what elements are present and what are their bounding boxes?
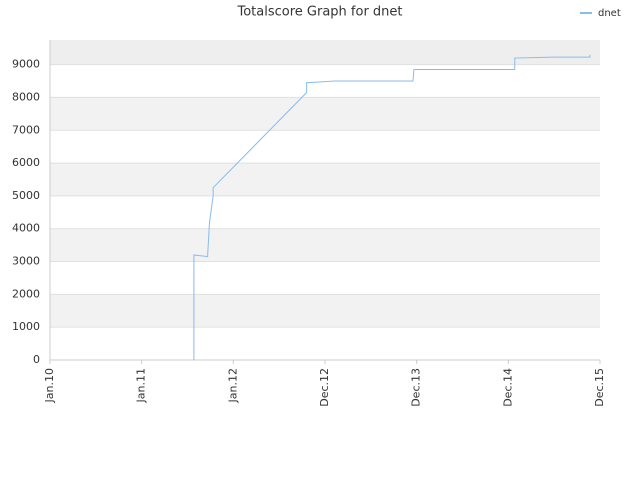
chart-title: Totalscore Graph for dnet [236, 5, 402, 20]
x-tick-label: Jan.11 [135, 368, 148, 403]
y-tick-label: 6000 [12, 156, 40, 169]
y-tick-label: 5000 [12, 189, 40, 202]
x-tick-label: Dec.15 [593, 368, 606, 407]
grid-band [50, 163, 600, 196]
grid-band [50, 97, 600, 131]
y-tick-label: 1000 [12, 320, 40, 333]
y-tick-label: 4000 [12, 222, 40, 235]
grid-band [50, 40, 600, 65]
y-tick-label: 9000 [12, 58, 40, 71]
y-tick-label: 3000 [12, 255, 40, 268]
grid-band [50, 294, 600, 328]
y-tick-label: 2000 [12, 287, 40, 300]
y-tick-label: 8000 [12, 90, 40, 103]
x-tick-label: Jan.12 [226, 368, 239, 403]
line [193, 54, 591, 360]
legend-label: dnet [598, 8, 621, 19]
y-tick-label: 7000 [12, 123, 40, 136]
x-tick-label: Dec.13 [410, 368, 423, 407]
y-tick-label: 0 [33, 353, 40, 366]
x-tick-label: Dec.12 [318, 368, 331, 407]
grid-band [50, 228, 600, 262]
x-tick-label: Dec.14 [501, 368, 514, 407]
x-tick-label: Jan.10 [43, 368, 56, 403]
